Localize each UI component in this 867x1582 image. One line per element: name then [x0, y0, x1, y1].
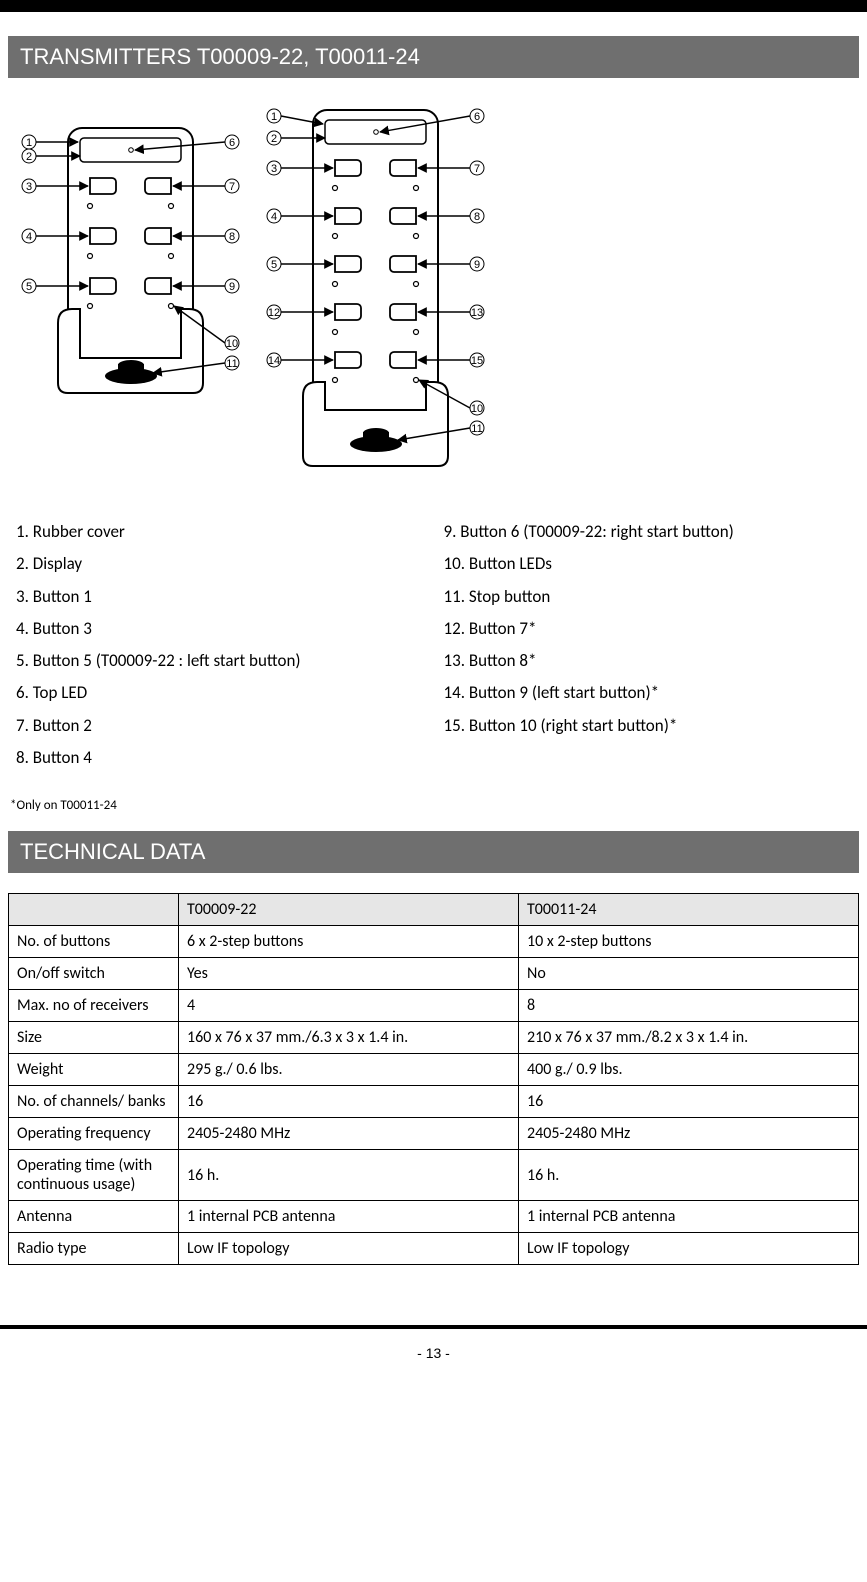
table-cell: Operating frequency: [9, 1118, 179, 1150]
table-cell: 16: [179, 1086, 519, 1118]
legend-item: 10. Button LEDs: [444, 548, 852, 580]
table-header: T00009-22: [179, 894, 519, 926]
svg-text:10: 10: [471, 403, 483, 415]
table-cell: 4: [179, 990, 519, 1022]
table-cell: Antenna: [9, 1201, 179, 1233]
table-cell: Yes: [179, 958, 519, 990]
diagram-t00009-22: 1 2 3 4 5 6 7 8 9 10 11: [18, 98, 243, 418]
legend-item: 6. Top LED: [16, 677, 424, 709]
table-cell: 295 g./ 0.6 lbs.: [179, 1054, 519, 1086]
svg-text:5: 5: [271, 259, 277, 271]
svg-text:3: 3: [26, 181, 32, 193]
table-cell: Size: [9, 1022, 179, 1054]
svg-text:9: 9: [229, 281, 235, 293]
table-cell: 8: [519, 990, 859, 1022]
svg-text:3: 3: [271, 163, 277, 175]
table-cell: Radio type: [9, 1233, 179, 1265]
svg-text:1: 1: [26, 137, 32, 149]
page-number: - 13 -: [8, 1329, 859, 1377]
svg-text:11: 11: [226, 358, 237, 370]
legend-column-left: 1. Rubber cover 2. Display 3. Button 1 4…: [16, 516, 424, 774]
table-cell: 16 h.: [519, 1150, 859, 1201]
legend-item: 13. Button 8*: [444, 645, 852, 677]
svg-text:6: 6: [474, 111, 480, 123]
table-cell: 1 internal PCB antenna: [179, 1201, 519, 1233]
table-cell: 400 g./ 0.9 lbs.: [519, 1054, 859, 1086]
table-cell: 2405-2480 MHz: [519, 1118, 859, 1150]
footnote: *Only on T00011-24: [8, 798, 859, 813]
table-cell: 6 x 2-step buttons: [179, 926, 519, 958]
svg-text:10: 10: [226, 338, 238, 350]
legend-item: 3. Button 1: [16, 581, 424, 613]
legend-item: 9. Button 6 (T00009-22: right start butt…: [444, 516, 852, 548]
table-cell: 10 x 2-step buttons: [519, 926, 859, 958]
table-cell: Low IF topology: [519, 1233, 859, 1265]
svg-text:13: 13: [471, 307, 483, 319]
table-cell: No. of buttons: [9, 926, 179, 958]
legend-column-right: 9. Button 6 (T00009-22: right start butt…: [444, 516, 852, 774]
legend-item: 7. Button 2: [16, 710, 424, 742]
svg-text:8: 8: [474, 211, 480, 223]
svg-text:7: 7: [474, 163, 480, 175]
table-cell: No. of channels/ banks: [9, 1086, 179, 1118]
table-cell: 16 h.: [179, 1150, 519, 1201]
table-cell: 160 x 76 x 37 mm./6.3 x 3 x 1.4 in.: [179, 1022, 519, 1054]
svg-text:9: 9: [474, 259, 480, 271]
table-cell: 210 x 76 x 37 mm./8.2 x 3 x 1.4 in.: [519, 1022, 859, 1054]
legend-item: 11. Stop button: [444, 581, 852, 613]
table-cell: 1 internal PCB antenna: [519, 1201, 859, 1233]
diagram-row: 1 2 3 4 5 6 7 8 9 10 11: [8, 98, 859, 488]
table-header: [9, 894, 179, 926]
legend-item: 12. Button 7*: [444, 613, 852, 645]
technical-data-table: T00009-22 T00011-24 No. of buttons6 x 2-…: [8, 893, 859, 1265]
table-cell: Low IF topology: [179, 1233, 519, 1265]
svg-text:14: 14: [268, 355, 280, 367]
legend-item: 1. Rubber cover: [16, 516, 424, 548]
diagram-t00011-24: 1 2 3 4 5 12 14 6 7 8 9 13 15 10 11: [263, 98, 488, 488]
svg-text:1: 1: [271, 111, 277, 123]
section-title-technical-data: TECHNICAL DATA: [8, 831, 859, 873]
table-cell: No: [519, 958, 859, 990]
table-cell: Operating time (with continuous usage): [9, 1150, 179, 1201]
legend-item: 4. Button 3: [16, 613, 424, 645]
table-header: T00011-24: [519, 894, 859, 926]
svg-text:2: 2: [26, 151, 32, 163]
legend-item: 2. Display: [16, 548, 424, 580]
svg-text:4: 4: [26, 231, 32, 243]
svg-text:2: 2: [271, 133, 277, 145]
svg-text:5: 5: [26, 281, 32, 293]
svg-text:12: 12: [268, 307, 280, 319]
legend-item: 8. Button 4: [16, 742, 424, 774]
table-cell: 2405-2480 MHz: [179, 1118, 519, 1150]
table-cell: Weight: [9, 1054, 179, 1086]
legend-item: 5. Button 5 (T00009-22 : left start butt…: [16, 645, 424, 677]
svg-text:11: 11: [471, 423, 482, 435]
svg-text:15: 15: [471, 355, 483, 367]
svg-text:7: 7: [229, 181, 235, 193]
table-cell: 16: [519, 1086, 859, 1118]
svg-text:8: 8: [229, 231, 235, 243]
table-cell: On/off switch: [9, 958, 179, 990]
diagram-legend: 1. Rubber cover 2. Display 3. Button 1 4…: [8, 516, 859, 774]
top-rule: [0, 0, 867, 12]
svg-text:6: 6: [229, 137, 235, 149]
legend-item: 14. Button 9 (left start button)*: [444, 677, 852, 709]
svg-text:4: 4: [271, 211, 277, 223]
table-cell: Max. no of receivers: [9, 990, 179, 1022]
legend-item: 15. Button 10 (right start button)*: [444, 710, 852, 742]
section-title-transmitters: TRANSMITTERS T00009-22, T00011-24: [8, 36, 859, 78]
